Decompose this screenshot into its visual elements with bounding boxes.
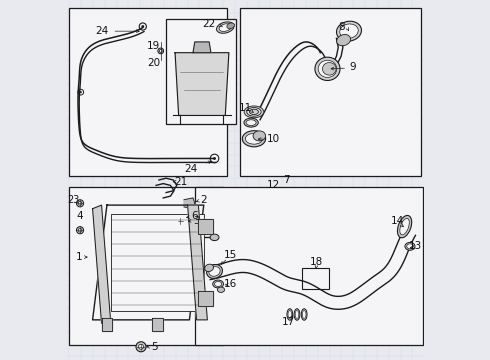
Ellipse shape — [243, 131, 266, 147]
Ellipse shape — [397, 215, 412, 238]
Ellipse shape — [213, 280, 223, 288]
Ellipse shape — [337, 21, 362, 41]
Circle shape — [141, 25, 144, 28]
Ellipse shape — [207, 265, 222, 278]
Ellipse shape — [337, 35, 351, 46]
Ellipse shape — [205, 264, 214, 271]
Polygon shape — [93, 205, 111, 323]
Ellipse shape — [340, 24, 358, 39]
Ellipse shape — [249, 109, 258, 114]
Ellipse shape — [218, 287, 224, 292]
Ellipse shape — [318, 60, 337, 77]
Ellipse shape — [217, 22, 234, 33]
Bar — [69, 187, 223, 345]
Bar — [111, 214, 204, 311]
Text: 6: 6 — [192, 211, 198, 221]
Circle shape — [78, 228, 82, 232]
Text: 17: 17 — [281, 317, 294, 327]
Polygon shape — [198, 220, 213, 234]
Ellipse shape — [407, 244, 413, 249]
Bar — [166, 19, 236, 125]
Circle shape — [76, 226, 84, 234]
Text: 2: 2 — [200, 195, 207, 205]
Ellipse shape — [294, 309, 300, 320]
Ellipse shape — [244, 106, 264, 118]
Polygon shape — [152, 318, 163, 330]
Text: 11: 11 — [238, 103, 252, 113]
Ellipse shape — [209, 267, 220, 276]
Ellipse shape — [227, 23, 235, 29]
Ellipse shape — [295, 311, 299, 319]
Polygon shape — [188, 205, 207, 320]
Text: 13: 13 — [409, 241, 422, 251]
Text: 22: 22 — [202, 19, 216, 29]
Circle shape — [136, 342, 146, 352]
Text: 5: 5 — [151, 342, 158, 352]
Ellipse shape — [322, 63, 336, 75]
Polygon shape — [93, 205, 204, 320]
Text: 8: 8 — [339, 22, 345, 32]
Polygon shape — [198, 291, 213, 306]
Ellipse shape — [210, 234, 219, 240]
Polygon shape — [193, 42, 211, 53]
Polygon shape — [184, 198, 195, 209]
Bar — [69, 8, 227, 176]
Text: 18: 18 — [310, 257, 323, 267]
Text: 7: 7 — [283, 175, 290, 185]
Circle shape — [80, 91, 82, 93]
Bar — [240, 8, 421, 176]
Text: 24: 24 — [95, 26, 108, 36]
Circle shape — [213, 157, 216, 160]
Text: 1: 1 — [76, 252, 83, 262]
Text: 14: 14 — [391, 216, 404, 226]
Circle shape — [159, 49, 162, 52]
Circle shape — [76, 200, 84, 207]
Ellipse shape — [405, 242, 415, 250]
Ellipse shape — [288, 311, 292, 319]
Circle shape — [139, 344, 144, 349]
Polygon shape — [101, 318, 112, 330]
Text: 23: 23 — [68, 195, 80, 205]
Ellipse shape — [287, 309, 293, 320]
Ellipse shape — [245, 134, 263, 144]
Text: 12: 12 — [267, 180, 280, 190]
Ellipse shape — [400, 219, 409, 235]
Text: 3: 3 — [193, 216, 200, 226]
Text: 15: 15 — [224, 250, 237, 260]
Ellipse shape — [253, 131, 266, 141]
Ellipse shape — [244, 118, 258, 127]
Bar — [302, 268, 329, 289]
Circle shape — [176, 217, 184, 225]
Circle shape — [158, 48, 164, 54]
Text: 16: 16 — [224, 279, 237, 289]
Circle shape — [179, 220, 182, 223]
Ellipse shape — [302, 311, 306, 319]
Text: 10: 10 — [267, 134, 279, 144]
Polygon shape — [175, 53, 229, 116]
Ellipse shape — [315, 57, 340, 81]
Circle shape — [78, 202, 82, 205]
Ellipse shape — [247, 108, 261, 116]
Bar — [195, 187, 422, 345]
Text: 19: 19 — [147, 41, 160, 50]
Ellipse shape — [219, 24, 231, 31]
Text: 20: 20 — [147, 58, 160, 68]
Ellipse shape — [301, 309, 307, 320]
Text: 21: 21 — [174, 177, 187, 187]
Ellipse shape — [215, 282, 221, 287]
Ellipse shape — [246, 120, 256, 126]
Text: 4: 4 — [76, 211, 83, 221]
Text: 9: 9 — [349, 62, 356, 72]
Text: 24: 24 — [185, 164, 198, 174]
